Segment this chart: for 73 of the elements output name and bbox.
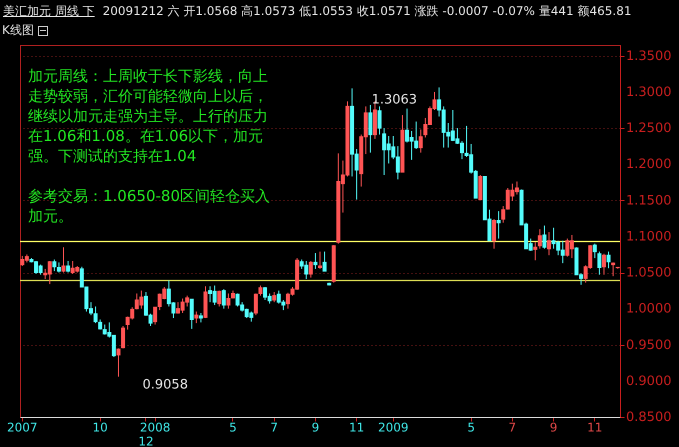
y-tick-label: 1.0000 [626, 302, 672, 317]
candlestick [322, 251, 327, 272]
x-tick-label: 2007 [7, 420, 38, 434]
candlestick [570, 234, 574, 259]
candlestick [263, 286, 268, 300]
candlestick [382, 128, 386, 176]
candlestick [478, 174, 482, 200]
candlestick [405, 108, 410, 144]
candlestick [496, 210, 501, 240]
x-tick-label: 7 [508, 420, 516, 434]
candlestick [217, 290, 222, 307]
candlestick [222, 288, 226, 310]
x-tick-label: 2009 [378, 420, 409, 434]
candlestick [190, 298, 194, 330]
y-tick-label: 1.1500 [626, 193, 672, 208]
candlestick [418, 129, 423, 154]
candlestick [194, 311, 198, 324]
y-tick-label: 0.9000 [626, 374, 672, 389]
candlestick [236, 292, 240, 307]
candlestick [313, 252, 318, 270]
candlestick [272, 292, 276, 303]
annotation: 加元周线：上周收于长下影线，向上走势较弱，汇价可能轻微向上以后，继续以加元走强为主导。上行的压力在1.06和1.08。在1.06以下，加元强。下测试的支持在1.04 [28, 66, 269, 166]
candlestick [552, 227, 556, 250]
candlestick [62, 246, 66, 274]
candlestick [514, 181, 519, 196]
y-tick-label: 1.3000 [626, 84, 672, 100]
candlestick [396, 146, 400, 180]
annotation: 0.9058 [142, 378, 188, 393]
chart-subtitle: 20091212 六 开1.0568 高1.0573 低1.0553 收1.0571 涨跌 -0.0007 -0.07% 量441 额465.81 [102, 4, 632, 18]
candlestick [606, 251, 611, 269]
text: K线图 [2, 22, 34, 39]
annotation: 1.3063 [372, 92, 418, 108]
x-tick-label: 11 [587, 420, 602, 434]
y-tick-label: 1.1000 [626, 229, 672, 244]
candlestick [139, 290, 144, 310]
candlestick [538, 228, 542, 250]
candlestick [121, 325, 126, 349]
candlestick [592, 243, 597, 259]
candlestick [460, 140, 464, 160]
candlestick [56, 262, 61, 274]
candlestick [308, 260, 313, 278]
y-tick-label: 0.9500 [626, 338, 672, 353]
y-tick-label: 1.0500 [626, 266, 672, 281]
y-tick-label: 1.2000 [626, 157, 672, 172]
candlestick [602, 253, 606, 276]
x-tick-label: 5 [467, 420, 475, 434]
candlestick [66, 260, 70, 274]
candlestick [533, 242, 538, 261]
candlestick [492, 218, 496, 250]
x-tick-label: 10 [92, 420, 108, 434]
candlestick [318, 251, 322, 270]
x-tick-label: 9 [550, 420, 558, 434]
candlestick [542, 225, 546, 250]
candlestick [198, 312, 203, 323]
candlestick [116, 348, 120, 378]
candlestick [378, 106, 382, 136]
x-tick-label: 12 [138, 434, 154, 447]
x-tick-label: 2008 [140, 420, 170, 434]
candlestick [368, 104, 372, 154]
x-tick-label: 7 [270, 420, 278, 434]
x-tick-label: 9 [312, 420, 320, 434]
x-tick-label: 5 [229, 420, 237, 434]
y-tick-label: 0.8500 [626, 410, 672, 425]
candlestick [597, 251, 602, 276]
y-tick-label: 1.2500 [626, 121, 672, 136]
candlestick [208, 286, 212, 303]
candlestick [547, 232, 552, 256]
annotation: 参考交易：1.0650-80区间轻仓买入加元。 [28, 186, 271, 226]
candlestick [112, 334, 116, 358]
chart-title: 美汇加元 周线 下 [3, 4, 95, 18]
candlestick [611, 262, 616, 277]
y-tick-label: 1.3500 [626, 48, 672, 64]
x-tick-label: 11 [349, 420, 364, 434]
